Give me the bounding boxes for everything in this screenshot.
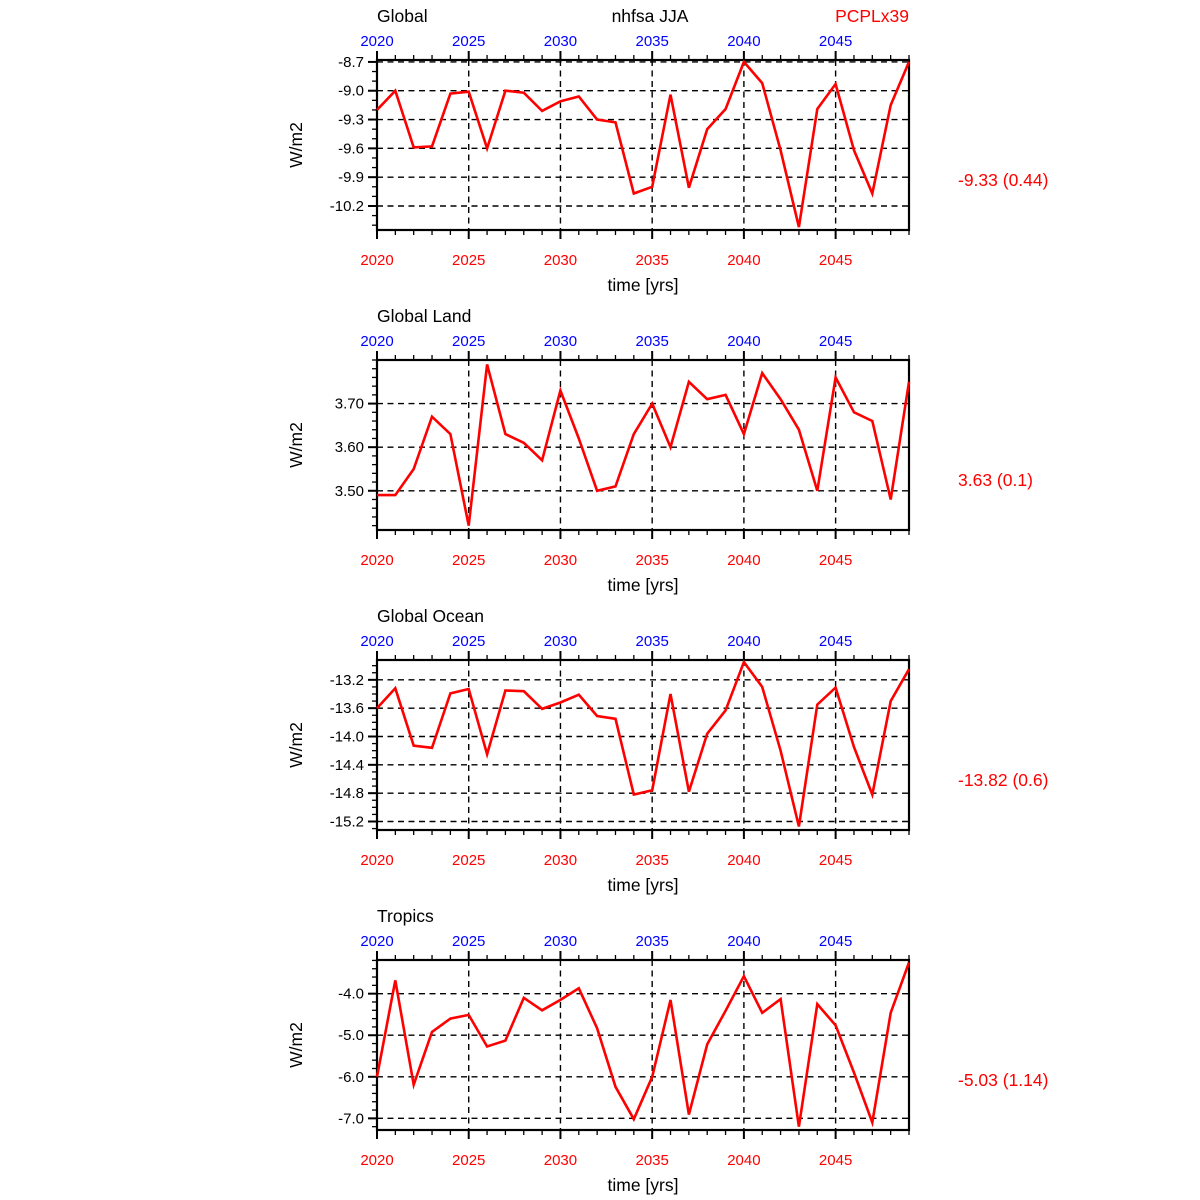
y-tick-label: -8.7: [338, 54, 364, 71]
y-tick-label: -6.0: [338, 1069, 364, 1086]
y-axis-title: W/m2: [286, 1022, 306, 1068]
global-land-panel-chart: Global Land 2020 2020 2025 2025 2030 2030 2035 2…: [286, 306, 1033, 595]
y-tick-label: -13.6: [330, 700, 364, 717]
x-axis-top-label: 2025: [452, 933, 485, 950]
x-axis-bottom-label: 2040: [727, 552, 760, 569]
x-axis-title: time [yrs]: [608, 1175, 679, 1195]
x-axis-bottom-label: 2040: [727, 1152, 760, 1169]
x-axis-title: time [yrs]: [608, 275, 679, 295]
x-axis-top-label: 2030: [544, 333, 577, 350]
x-axis-bottom-label: 2035: [635, 852, 668, 869]
x-axis-bottom-label: 2030: [544, 252, 577, 269]
figure-right-title: PCPLx39: [835, 6, 909, 26]
x-axis-top-label: 2040: [727, 333, 760, 350]
x-axis-bottom-label: 2045: [819, 852, 852, 869]
x-axis-top-label: 2020: [360, 333, 393, 350]
y-tick-label: 3.60: [335, 439, 364, 456]
y-tick-label: -14.8: [330, 785, 364, 802]
x-axis-top-label: 2025: [452, 333, 485, 350]
x-axis-top-label: 2025: [452, 33, 485, 50]
x-axis-top-label: 2035: [635, 633, 668, 650]
x-axis-top-label: 2045: [819, 333, 852, 350]
panel-title: Global Ocean: [377, 606, 484, 626]
x-axis-title: time [yrs]: [608, 875, 679, 895]
y-tick-label: -5.0: [338, 1027, 364, 1044]
x-axis-bottom-label: 2020: [360, 552, 393, 569]
global-panel-chart: Global nhfsa JJA PCPLx39 2020 2020 2025 2025 20…: [286, 6, 1048, 295]
mean-stddev-annotation: -9.33 (0.44): [958, 170, 1048, 190]
x-axis-bottom-label: 2045: [819, 552, 852, 569]
x-axis-bottom-label: 2045: [819, 252, 852, 269]
x-axis-top-label: 2045: [819, 33, 852, 50]
y-tick-label: -4.0: [338, 986, 364, 1003]
x-axis-top-label: 2040: [727, 33, 760, 50]
x-axis-top-label: 2020: [360, 633, 393, 650]
x-axis-top-label: 2035: [635, 333, 668, 350]
y-axis-title: W/m2: [286, 422, 306, 468]
data-line-global: [376, 59, 911, 228]
y-tick-label: 3.50: [335, 483, 364, 500]
y-tick-label: -14.4: [330, 757, 364, 774]
x-axis-top-label: 2035: [635, 933, 668, 950]
x-axis-bottom-label: 2030: [544, 552, 577, 569]
x-axis-bottom-label: 2040: [727, 852, 760, 869]
x-axis-bottom-label: 2025: [452, 252, 485, 269]
x-axis-bottom-label: 2030: [544, 852, 577, 869]
panel-title: Tropics: [377, 906, 434, 926]
y-tick-label: -9.0: [338, 83, 364, 100]
y-axis-title: W/m2: [286, 122, 306, 168]
x-axis-bottom-label: 2035: [635, 552, 668, 569]
x-axis-top-label: 2030: [544, 33, 577, 50]
panel-title: Global: [377, 6, 428, 26]
x-axis-top-label: 2020: [360, 33, 393, 50]
y-tick-label: -14.0: [330, 729, 364, 746]
x-axis-top-label: 2030: [544, 633, 577, 650]
plot-frame: [375, 958, 911, 1132]
x-axis-top-label: 2040: [727, 633, 760, 650]
y-tick-label: -9.9: [338, 169, 364, 186]
mean-stddev-annotation: 3.63 (0.1): [958, 470, 1033, 490]
data-line-global-ocean: [376, 659, 911, 827]
tropics-panel-chart: Tropics 2020 2020 2025 2025 2030 2030 2035 2035 2…: [286, 906, 1048, 1195]
x-axis-top-label: 2030: [544, 933, 577, 950]
x-axis-bottom-label: 2025: [452, 552, 485, 569]
data-line-global-land: [377, 364, 911, 526]
x-axis-bottom-label: 2020: [360, 1152, 393, 1169]
y-axis-title: W/m2: [286, 722, 306, 768]
x-axis-top-label: 2025: [452, 633, 485, 650]
x-axis-bottom-label: 2040: [727, 252, 760, 269]
mean-stddev-annotation: -13.82 (0.6): [958, 770, 1048, 790]
figure-center-title: nhfsa JJA: [612, 6, 689, 26]
global-ocean-panel-chart: Global Ocean 2020 2020 2025 2025 2030 2030 2035…: [286, 606, 1048, 895]
panel-title: Global Land: [377, 306, 471, 326]
data-line-tropics: [375, 962, 911, 1128]
x-axis-title: time [yrs]: [608, 575, 679, 595]
x-axis-bottom-label: 2025: [452, 1152, 485, 1169]
x-axis-bottom-label: 2025: [452, 852, 485, 869]
x-axis-bottom-label: 2035: [635, 1152, 668, 1169]
y-tick-label: -9.3: [338, 112, 364, 129]
x-axis-bottom-label: 2045: [819, 1152, 852, 1169]
x-axis-top-label: 2040: [727, 933, 760, 950]
y-tick-label: -10.2: [330, 198, 364, 215]
mean-stddev-annotation: -5.03 (1.14): [958, 1070, 1048, 1090]
x-axis-top-label: 2045: [819, 933, 852, 950]
plot-frame: [375, 58, 911, 232]
plot-frame: [375, 358, 911, 532]
y-tick-label: -9.6: [338, 140, 364, 157]
x-axis-top-label: 2035: [635, 33, 668, 50]
x-axis-top-label: 2020: [360, 933, 393, 950]
y-tick-label: 3.70: [335, 396, 364, 413]
x-axis-bottom-label: 2020: [360, 252, 393, 269]
x-axis-top-label: 2045: [819, 633, 852, 650]
x-axis-bottom-label: 2020: [360, 852, 393, 869]
y-tick-label: -7.0: [338, 1110, 364, 1127]
y-tick-label: -13.2: [330, 672, 364, 689]
x-axis-bottom-label: 2035: [635, 252, 668, 269]
y-tick-label: -15.2: [330, 814, 364, 831]
plot-frame: [375, 658, 911, 832]
x-axis-bottom-label: 2030: [544, 1152, 577, 1169]
